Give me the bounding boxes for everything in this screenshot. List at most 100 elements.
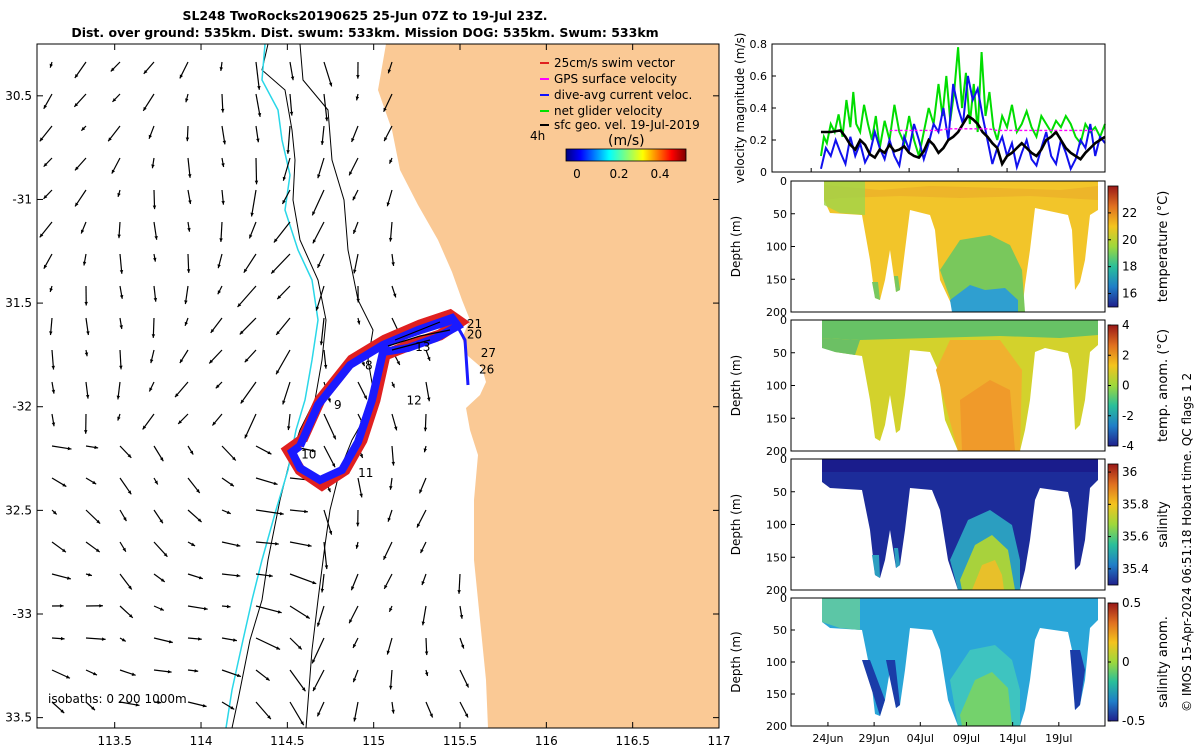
colorbar-tick-3-1: 0 bbox=[1122, 655, 1130, 669]
map-axis-ticks: 113.5 114 114.5 115 115.5 116 116.5 117 30.5 -31 3… bbox=[5, 44, 730, 748]
colorbar-tick-1-2: 0 bbox=[1122, 379, 1130, 393]
credit-text: © IMOS 15-Apr-2024 06:51:18 Hobart time.… bbox=[1180, 372, 1194, 712]
colorbar-tick-2-2: 35.6 bbox=[1122, 530, 1149, 544]
depth-tick-1-2: 100 bbox=[766, 380, 787, 393]
depth-tick-0-3: 150 bbox=[766, 273, 787, 286]
colorbar-tick-0-2: 18 bbox=[1122, 260, 1137, 274]
velocity-panel: 0 0.2 0.4 0.6 0.8 velocity magnitude (m/s) bbox=[733, 33, 1106, 184]
depth-tick-1-3: 150 bbox=[766, 412, 787, 425]
legend-note: 4h bbox=[530, 129, 545, 143]
colorbar-label-3: salinity anom. bbox=[1156, 616, 1171, 708]
colorbar-units: (m/s) bbox=[608, 133, 645, 149]
track-label-11: 11 bbox=[358, 466, 373, 480]
map-x-tick-0: 113.5 bbox=[98, 734, 132, 748]
colorbar-tick-1-4: -4 bbox=[1122, 439, 1134, 453]
velocity-arrows bbox=[39, 61, 470, 726]
depth-tick-2-4: 200 bbox=[766, 584, 787, 597]
land-mass bbox=[378, 44, 719, 728]
depth-tick-3-2: 100 bbox=[766, 656, 787, 669]
depth-ylabel-2: Depth (m) bbox=[729, 494, 743, 555]
colorbar-tick-0-3: 16 bbox=[1122, 287, 1137, 301]
time-tick-5: 19Jul bbox=[1045, 732, 1072, 745]
depth-ylabel-1: Depth (m) bbox=[729, 355, 743, 416]
depth-tick-0-2: 100 bbox=[766, 241, 787, 254]
colorbar-tick-2-3: 35.4 bbox=[1122, 562, 1149, 576]
map-y-tick-6: 33.5 bbox=[5, 711, 32, 725]
colorbar-tick-2-1: 35.8 bbox=[1122, 497, 1149, 511]
glider-track bbox=[280, 308, 470, 492]
depth-tick-1-0: 0 bbox=[780, 314, 787, 327]
time-tick-4: 14Jul bbox=[999, 732, 1026, 745]
track-label-10: 10 bbox=[301, 448, 316, 462]
depth-tick-3-3: 150 bbox=[766, 688, 787, 701]
colorbar-label-0: temperature (°C) bbox=[1156, 191, 1171, 303]
map-y-tick-4: 32.5 bbox=[5, 503, 32, 517]
time-tick-2: 04Jul bbox=[907, 732, 934, 745]
map-x-tick-5: 116 bbox=[535, 734, 558, 748]
track-label-21: 21 bbox=[467, 317, 482, 331]
colorbar-tick-0-0: 22 bbox=[1122, 206, 1137, 220]
track-label-13: 13 bbox=[415, 340, 430, 354]
colorbar-tick-1-0: 4 bbox=[1122, 318, 1130, 332]
vel-y-tick-1: 0.2 bbox=[750, 134, 768, 147]
isobaths-label: isobaths: 0 200 1000m bbox=[48, 692, 187, 706]
map-colorbar: (m/s) 0 0.2 0.4 bbox=[565, 133, 687, 181]
map-x-tick-3: 115 bbox=[362, 734, 385, 748]
isobath-200 bbox=[299, 44, 376, 728]
colorbar-label-1: temp. anom. (°C) bbox=[1156, 329, 1171, 442]
salinity-panel bbox=[791, 459, 1105, 590]
velocity-ylabel: velocity magnitude (m/s) bbox=[733, 33, 747, 184]
depth-tick-3-1: 50 bbox=[773, 624, 787, 637]
depth-tick-2-1: 50 bbox=[773, 486, 787, 499]
colorbar-tick-3-2: -0.5 bbox=[1122, 714, 1145, 728]
time-tick-3: 09Jul bbox=[953, 732, 980, 745]
legend-gps-velocity: GPS surface velocity bbox=[554, 72, 677, 86]
colorbar-tick-1: 0.2 bbox=[609, 167, 628, 181]
vel-y-tick-3: 0.6 bbox=[750, 70, 768, 83]
depth-tick-2-2: 100 bbox=[766, 519, 787, 532]
legend-swim-vector: 25cm/s swim vector bbox=[554, 56, 675, 70]
depth-tick-0-1: 50 bbox=[773, 208, 787, 221]
track-label-9: 9 bbox=[334, 398, 342, 412]
vel-y-tick-4: 0.8 bbox=[750, 38, 768, 51]
colorbar-tick-0-1: 20 bbox=[1122, 233, 1137, 247]
chart-title-line-2: Dist. over ground: 535km. Dist. swum: 53… bbox=[71, 25, 659, 40]
map-x-tick-4: 115.5 bbox=[443, 734, 477, 748]
map-y-tick-1: -31 bbox=[12, 192, 32, 206]
colorbar-tick-3-0: 0.5 bbox=[1122, 596, 1141, 610]
depth-tick-1-1: 50 bbox=[773, 347, 787, 360]
temperature-panel bbox=[791, 181, 1105, 312]
colorbar-tick-2-0: 36 bbox=[1122, 465, 1137, 479]
time-tick-0: 24Jun bbox=[812, 732, 843, 745]
depth-tick-1-4: 200 bbox=[766, 445, 787, 458]
chart-title-line-1: SL248 TwoRocks20190625 25-Jun 07Z to 19-… bbox=[182, 8, 548, 23]
colorbar-label-2: salinity bbox=[1156, 501, 1171, 548]
map-y-tick-3: -32 bbox=[12, 400, 32, 414]
track-label-27: 27 bbox=[481, 346, 496, 360]
track-label-20: 20 bbox=[467, 327, 482, 341]
depth-tick-0-0: 0 bbox=[780, 175, 787, 188]
depth-tick-2-3: 150 bbox=[766, 551, 787, 564]
isobath-1000 bbox=[231, 44, 327, 728]
time-tick-1: 29Jun bbox=[859, 732, 890, 745]
depth-ylabel-3: Depth (m) bbox=[729, 631, 743, 692]
colorbar-0 bbox=[1107, 185, 1119, 308]
map-x-tick-1: 114 bbox=[190, 734, 213, 748]
track-label-8: 8 bbox=[365, 358, 373, 372]
track-label-12: 12 bbox=[406, 394, 421, 408]
colorbar-tick-2: 0.4 bbox=[650, 167, 669, 181]
map-legend: 25cm/s swim vector GPS surface velocity … bbox=[530, 56, 700, 143]
colorbar-tick-0: 0 bbox=[573, 167, 581, 181]
map-y-tick-0: 30.5 bbox=[5, 89, 32, 103]
depth-ylabel-0: Depth (m) bbox=[729, 216, 743, 277]
depth-tick-2-0: 0 bbox=[780, 453, 787, 466]
legend-sfc-geo-vel: sfc geo. vel. 19-Jul-2019 bbox=[554, 118, 700, 132]
track-label-26: 26 bbox=[479, 363, 494, 377]
vel-y-tick-0: 0 bbox=[760, 166, 767, 179]
colorbar-2 bbox=[1107, 463, 1119, 586]
map-x-tick-7: 117 bbox=[708, 734, 731, 748]
isobath-0-cyan bbox=[225, 44, 319, 728]
